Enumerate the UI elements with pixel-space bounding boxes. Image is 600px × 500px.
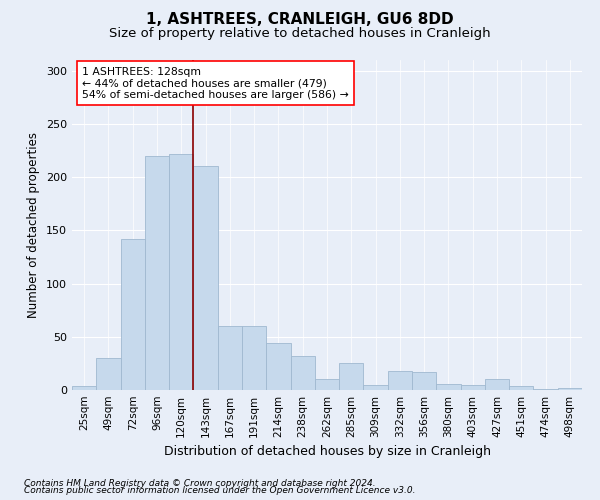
Bar xyxy=(121,239,145,390)
Bar xyxy=(533,389,558,390)
Bar xyxy=(485,380,509,390)
Text: 1, ASHTREES, CRANLEIGH, GU6 8DD: 1, ASHTREES, CRANLEIGH, GU6 8DD xyxy=(146,12,454,28)
Bar xyxy=(364,384,388,390)
Bar xyxy=(339,364,364,390)
Text: 1 ASHTREES: 128sqm
← 44% of detached houses are smaller (479)
54% of semi-detach: 1 ASHTREES: 128sqm ← 44% of detached hou… xyxy=(82,66,349,100)
Bar xyxy=(72,386,96,390)
Bar xyxy=(266,343,290,390)
X-axis label: Distribution of detached houses by size in Cranleigh: Distribution of detached houses by size … xyxy=(163,446,491,458)
Bar xyxy=(461,384,485,390)
Bar xyxy=(290,356,315,390)
Bar xyxy=(388,371,412,390)
Text: Size of property relative to detached houses in Cranleigh: Size of property relative to detached ho… xyxy=(109,28,491,40)
Bar xyxy=(218,326,242,390)
Bar xyxy=(242,326,266,390)
Bar xyxy=(315,380,339,390)
Bar xyxy=(509,386,533,390)
Bar xyxy=(169,154,193,390)
Bar xyxy=(558,388,582,390)
Text: Contains HM Land Registry data © Crown copyright and database right 2024.: Contains HM Land Registry data © Crown c… xyxy=(24,478,376,488)
Text: Contains public sector information licensed under the Open Government Licence v3: Contains public sector information licen… xyxy=(24,486,415,495)
Bar xyxy=(96,358,121,390)
Bar xyxy=(145,156,169,390)
Bar xyxy=(412,372,436,390)
Bar xyxy=(436,384,461,390)
Y-axis label: Number of detached properties: Number of detached properties xyxy=(28,132,40,318)
Bar xyxy=(193,166,218,390)
